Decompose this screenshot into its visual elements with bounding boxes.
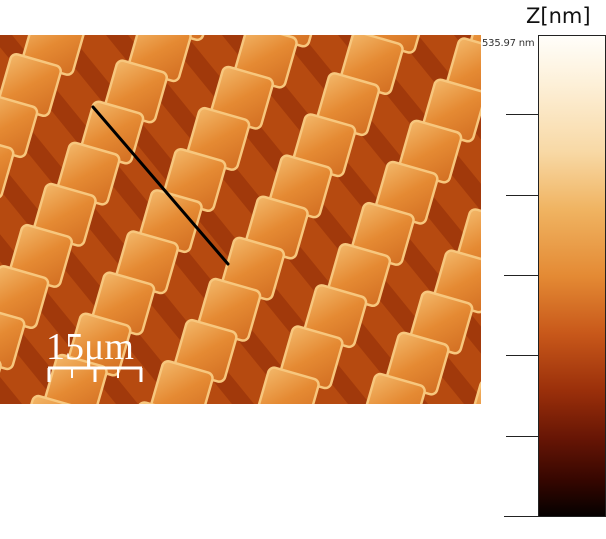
raised-square-body [0,135,15,200]
colorbar-tick [506,195,538,196]
raised-feature-group [0,35,481,404]
raised-square-body [0,306,26,371]
colorbar-max-label: 535.97 nm [482,38,535,49]
raised-square-feature [149,360,214,404]
raised-square-body [0,94,39,159]
raised-square-body [149,360,214,404]
colorbar-tick [504,275,538,276]
colorbar-tick [506,355,538,356]
afm-height-image: 15μm [0,35,481,404]
raised-square-body [20,394,84,404]
colorbar-gradient [538,35,606,517]
raised-square-body [255,366,320,404]
colorbar-title: Z[nm] [526,4,591,28]
raised-square-feature [0,94,39,159]
scale-bar: 15μm [46,326,143,382]
scale-bar-label: 15μm [46,326,134,368]
raised-square-feature [0,135,15,200]
raised-square-feature [20,394,84,404]
raised-square-feature [467,379,481,404]
raised-square-body [467,379,481,404]
colorbar-tick [504,516,538,517]
colorbar: Z[nm] 535.97 nm [482,0,606,539]
raised-square-body [361,372,426,404]
raised-square-feature [255,366,320,404]
raised-square-feature [361,372,426,404]
profile-line [91,105,230,266]
colorbar-tick [506,436,538,437]
dark-stripe [0,376,22,404]
colorbar-tick [506,114,538,115]
dark-stripe [222,35,481,354]
raised-square-feature [0,306,26,371]
